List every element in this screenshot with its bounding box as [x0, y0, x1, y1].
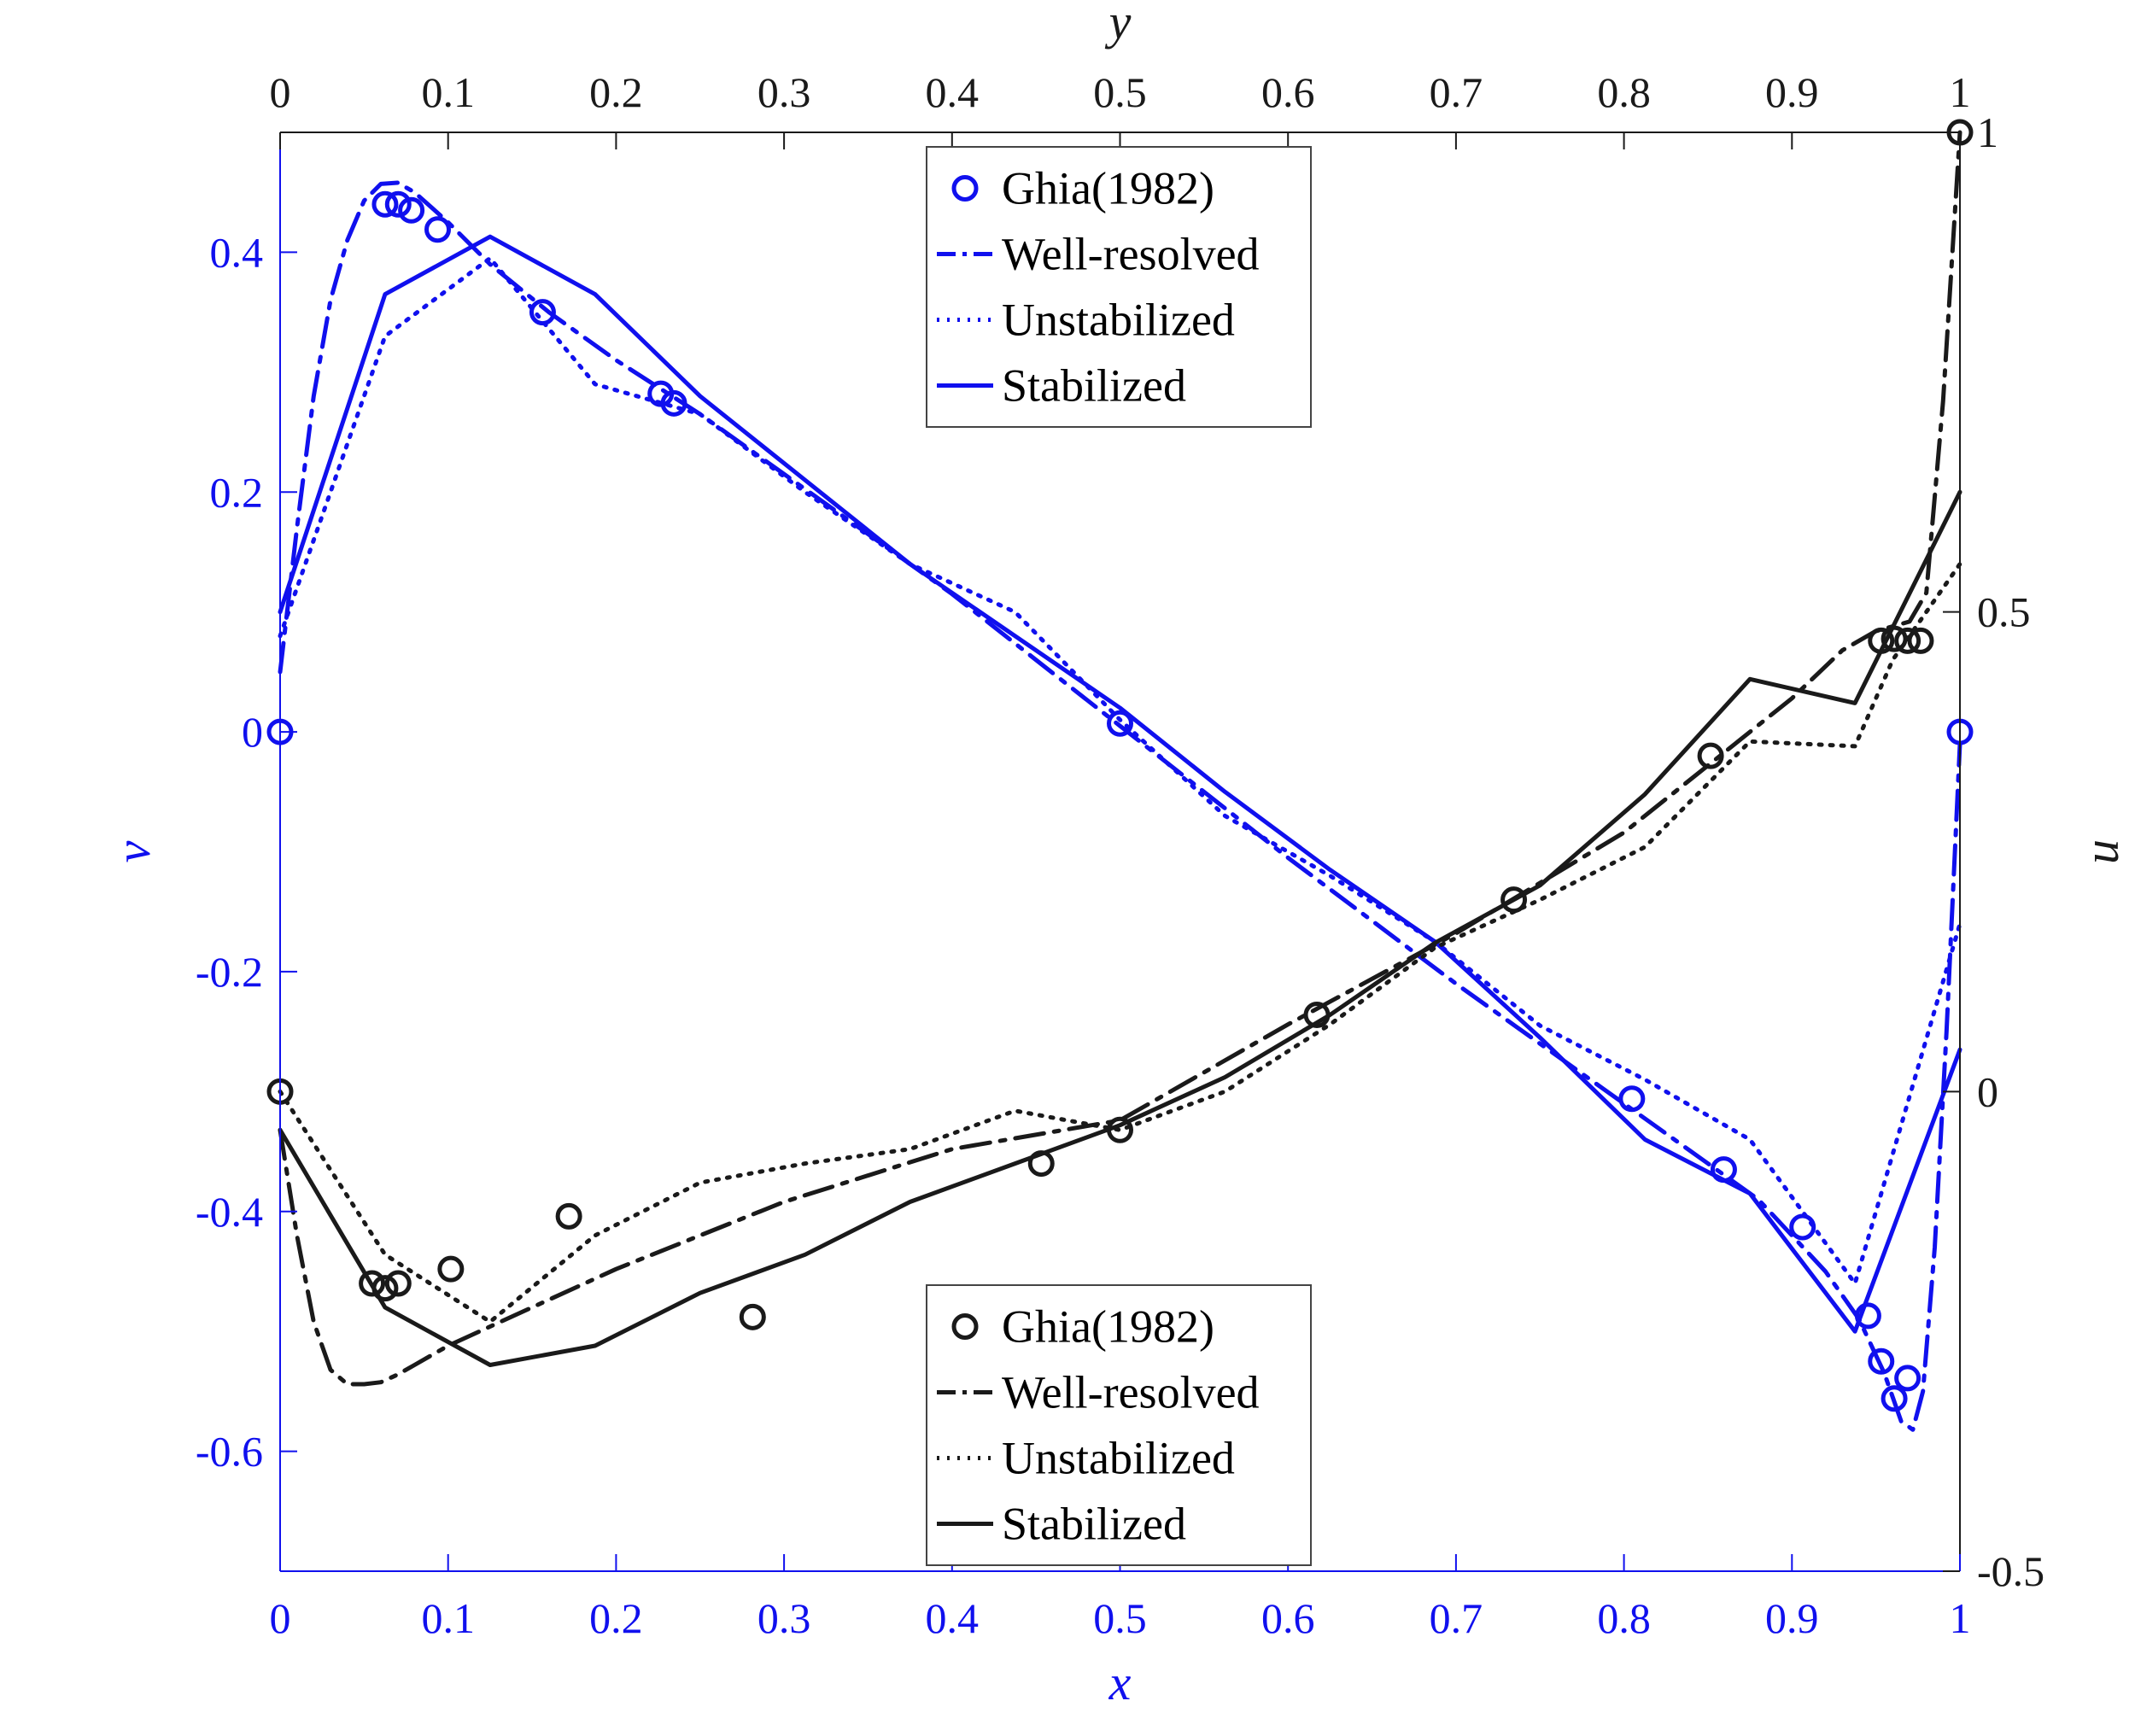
y-tick-label: 0.9: [1765, 68, 1819, 116]
v-dotted-line: [278, 255, 1962, 1286]
legends: Ghia(1982) Well-resolved Unstabilized Stabi…: [926, 146, 1312, 1566]
plot-area: [266, 119, 1974, 1432]
ghia-point-v-4: [424, 216, 452, 243]
y-tick-label: 1: [1950, 68, 1971, 116]
v-tick-label: 0.2: [210, 468, 264, 516]
y-axis-label: y: [1105, 0, 1132, 50]
x-tick-label: 0.6: [1261, 1594, 1315, 1642]
legend-label: Ghia(1982): [1002, 163, 1214, 214]
y-tick-label: 0.5: [1093, 68, 1147, 116]
v-dashdot-line: [278, 180, 1962, 1432]
ghia-point-u-14: [1894, 627, 1922, 654]
x-tick-label: 0.8: [1597, 1594, 1651, 1642]
legend-label: Well-resolved: [1002, 1367, 1260, 1418]
legend-label: Unstabilized: [1002, 1433, 1235, 1484]
v-tick-label: 0.4: [210, 228, 264, 276]
legend-label: Ghia(1982): [1002, 1301, 1214, 1353]
ghia-point-u-1: [359, 1270, 386, 1297]
x-tick-label: 0.7: [1430, 1594, 1483, 1642]
v-tick-label: 0: [242, 708, 263, 756]
y-tick-label: 0.7: [1430, 68, 1483, 116]
ghia-point-v-3: [398, 196, 425, 224]
v-axis-label: v: [105, 840, 161, 862]
y-tick-label: 0.8: [1597, 68, 1651, 116]
x-tick-label: 0.2: [589, 1594, 643, 1642]
ghia-point-v-15: [1894, 1365, 1922, 1392]
u-axis-label: u: [2074, 839, 2129, 864]
ghia-point-u-15: [1907, 627, 1934, 654]
x-tick-label: 0.3: [757, 1594, 811, 1642]
ghia-point-u-6: [739, 1303, 766, 1330]
y-tick-label: 0.6: [1261, 68, 1315, 116]
x-tick-label: 1: [1950, 1594, 1971, 1642]
ghia-point-v-13: [1868, 1347, 1895, 1375]
x-tick-label: 0.5: [1093, 1594, 1147, 1642]
v-solid-line: [278, 234, 1962, 1334]
u-dotted-line: [278, 562, 1962, 1324]
legend-bottom-center: Ghia(1982) Well-resolved Unstabilized Stabi…: [926, 1284, 1312, 1566]
legend-label: Unstabilized: [1002, 295, 1235, 346]
x-tick-label: 0: [270, 1594, 291, 1642]
ghia-point-v-8: [1107, 710, 1133, 737]
v-tick-label: -0.4: [196, 1188, 263, 1236]
ghia-point-v-11: [1789, 1213, 1816, 1241]
y-tick-label: 0.1: [421, 68, 475, 116]
u-solid-line: [278, 489, 1962, 1367]
legend-label: Stabilized: [1002, 1499, 1186, 1550]
y-tick-label: 0.4: [926, 68, 980, 116]
ghia-point-v-2: [384, 190, 412, 218]
v-tick-label: -0.2: [196, 948, 263, 996]
y-tick-label: 0.3: [757, 68, 811, 116]
v-tick-label: -0.6: [196, 1428, 263, 1476]
u-dashdot-line: [278, 130, 1962, 1387]
legend-marker-circle: [951, 175, 979, 202]
u-tick-label: -0.5: [1977, 1547, 2044, 1595]
legend-marker-circle: [951, 1313, 979, 1340]
ghia-point-u-5: [555, 1202, 582, 1230]
axes-frame: 0 0.1 0.2 0.3 0.4 0.5 0.6 0.7 0.8 0.9 1 0 0.1 0.2 0.3 0…: [105, 0, 2129, 1710]
x-tick-label: 0.4: [926, 1594, 980, 1642]
x-axis-label: x: [1108, 1655, 1132, 1710]
legend-box: [926, 146, 1312, 428]
ghia-point-u-3: [384, 1270, 412, 1297]
ghia-point-v-14: [1881, 1385, 1908, 1412]
ghia-point-u-4: [437, 1255, 465, 1283]
y-tick-label: 0.2: [589, 68, 643, 116]
legend-top-center: Ghia(1982) Well-resolved Unstabilized Stabi…: [926, 146, 1312, 428]
ghia-point-v-1: [371, 190, 399, 218]
y-tick-label: 0: [270, 68, 291, 116]
x-tick-label: 0.9: [1765, 1594, 1819, 1642]
u-tick-label: 0: [1977, 1067, 1998, 1115]
u-tick-label: 0.5: [1977, 588, 2031, 636]
legend-box: [926, 1284, 1312, 1566]
legend-label: Stabilized: [1002, 360, 1186, 412]
x-tick-label: 0.1: [421, 1594, 475, 1642]
u-tick-label: 1: [1977, 108, 1998, 156]
legend-label: Well-resolved: [1002, 229, 1260, 280]
